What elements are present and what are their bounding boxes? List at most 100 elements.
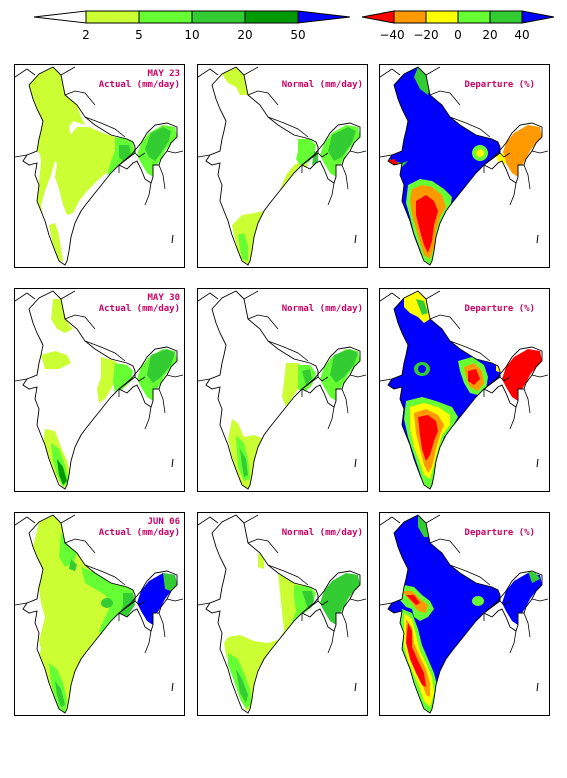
rainfall-shade: [302, 369, 312, 385]
rainfall-legend-high-arrow: [297, 10, 351, 24]
country-border: [499, 152, 511, 158]
panel-label: Normal (mm/day): [281, 304, 363, 314]
country-border: [15, 154, 28, 158]
country-border: [509, 182, 517, 206]
country-border: [327, 406, 335, 430]
panel-title: JUN 06 Actual (mm/day): [99, 517, 180, 539]
rainfall-shade: [238, 233, 248, 261]
map-panel-row3-normal: Normal (mm/day): [197, 512, 368, 716]
country-border: [243, 514, 259, 524]
country-border: [341, 164, 349, 190]
country-border: [531, 598, 549, 602]
country-border: [380, 378, 393, 382]
country-border: [349, 150, 367, 154]
panel-label: Normal (mm/day): [281, 80, 363, 90]
coastline-northeast: [301, 570, 361, 632]
island-marker: [354, 234, 357, 244]
country-border: [158, 388, 166, 414]
rainfall-shade: [37, 127, 123, 215]
map-panel-row3-actual: JUN 06 Actual (mm/day): [14, 512, 185, 716]
country-border: [380, 68, 401, 78]
country-border: [243, 290, 259, 300]
departure-shade: [502, 125, 542, 177]
departure-shade: [406, 595, 420, 605]
departure-shade: [502, 573, 542, 625]
rainfall-shade: [33, 515, 135, 713]
rainfall-legend: 2 5 10 20 50: [33, 10, 351, 42]
country-border: [15, 292, 36, 302]
rainfall-legend-box-3: [191, 10, 246, 24]
map-panel-row3-departure: Departure (%): [379, 512, 550, 716]
country-border: [198, 68, 219, 78]
departure-legend-high-arrow: [521, 10, 555, 24]
rainfall-shade: [240, 449, 248, 477]
island-marker: [171, 458, 174, 468]
panel-title: MAY 23 Actual (mm/day): [99, 69, 180, 91]
country-border: [144, 182, 152, 206]
country-border: [425, 514, 441, 524]
departure-legend: −40 −20 0 20 40: [361, 10, 555, 42]
departure-shade: [418, 415, 438, 461]
country-border: [243, 66, 259, 76]
shaded-field: [388, 515, 542, 713]
map-panel-row2-actual: MAY 30 Actual (mm/day): [14, 288, 185, 492]
country-border: [509, 406, 517, 430]
coastline-mainland: [205, 514, 319, 714]
country-border: [267, 116, 309, 138]
departure-shade: [418, 365, 426, 373]
panel-label: Departure (%): [464, 80, 535, 90]
country-border: [84, 564, 126, 586]
rainfall-legend-box-1: [85, 10, 140, 24]
rainfall-shade: [222, 67, 248, 95]
rainfall-shade: [101, 598, 113, 608]
departure-shade: [502, 349, 542, 401]
map-panel-row1-departure: Departure (%): [379, 64, 550, 268]
country-border: [60, 66, 76, 76]
coastline-northeast: [483, 122, 543, 184]
shaded-field: [222, 67, 360, 265]
departure-legend-label-2: −20: [413, 28, 438, 42]
country-border: [134, 600, 146, 606]
country-border: [166, 374, 184, 378]
coastline-northeast: [118, 122, 178, 184]
country-border: [380, 602, 393, 606]
shaded-field: [29, 67, 177, 261]
map-svg: [380, 514, 549, 714]
country-border: [327, 630, 335, 654]
departure-legend-box-2: [425, 10, 459, 24]
country-border: [425, 66, 441, 76]
rainfall-shade: [55, 681, 65, 707]
country-border: [429, 314, 461, 330]
shaded-field: [224, 553, 360, 711]
island-marker: [536, 682, 539, 692]
panel-date: MAY 23: [147, 69, 180, 79]
rainfall-legend-low-arrow: [33, 10, 87, 24]
country-border: [523, 388, 531, 414]
map-panel-row2-departure: Departure (%): [379, 288, 550, 492]
rainfall-legend-label-3: 10: [184, 28, 199, 42]
departure-shade: [472, 596, 484, 606]
shaded-field: [228, 349, 360, 489]
departure-legend-label-4: 20: [482, 28, 497, 42]
coastline-mainland: [387, 514, 501, 714]
country-border: [158, 612, 166, 638]
country-border: [134, 152, 146, 158]
map-svg: [198, 66, 367, 266]
map-svg: [380, 290, 549, 490]
country-border: [327, 182, 335, 206]
departure-shade: [476, 149, 484, 157]
rainfall-shade: [69, 559, 77, 571]
country-border: [166, 598, 184, 602]
rainfall-shade: [302, 591, 314, 609]
legend-svg: 2 5 10 20 50 −40 −20 0 20 40: [33, 10, 555, 42]
departure-legend-low-arrow: [361, 10, 395, 24]
rainfall-shade: [119, 145, 131, 161]
departure-shade: [468, 369, 480, 385]
color-legends: 2 5 10 20 50 −40 −20 0 20 40: [0, 0, 567, 50]
departure-legend-label-5: 40: [514, 28, 529, 42]
rainfall-shade: [328, 127, 356, 161]
map-svg: [380, 66, 549, 266]
rainfall-legend-box-2: [138, 10, 193, 24]
country-border: [317, 600, 329, 606]
rainfall-legend-label-2: 5: [135, 28, 143, 42]
